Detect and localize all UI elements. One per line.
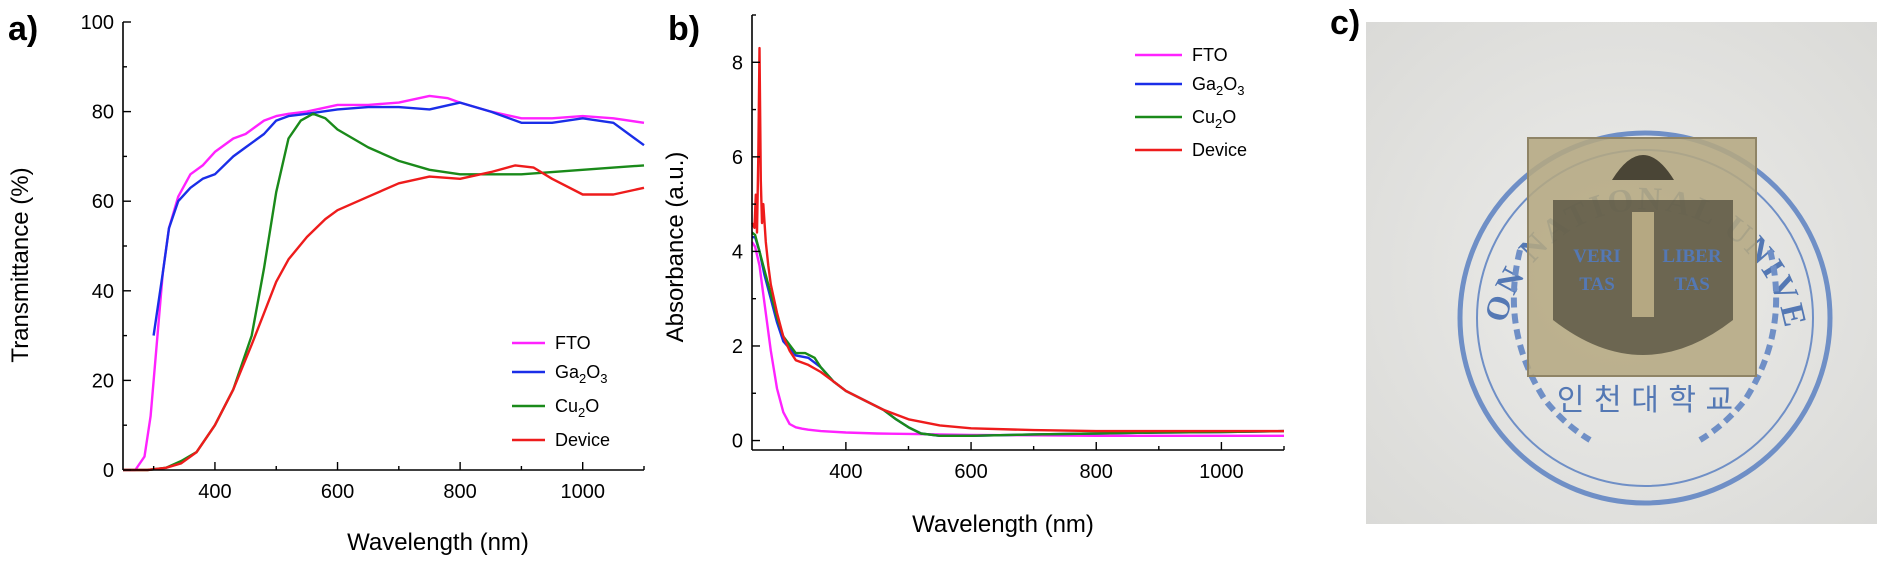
- chartA-ytick-label-40: 40: [92, 281, 114, 303]
- chartA-xtick-label-600: 600: [321, 481, 354, 503]
- chartB-ytick-label-2: 2: [732, 336, 743, 358]
- chartA-xtick-label-1000: 1000: [560, 481, 605, 503]
- legend-b-device-label: Device: [1192, 140, 1247, 160]
- chart-a-series: [123, 94, 645, 472]
- seal-torch: [1632, 212, 1654, 317]
- chartA-line-ga2o3: [152, 101, 645, 336]
- legend-b-ga2o3-label: Ga2O3: [1192, 74, 1245, 98]
- chartB-xtick-label-1000: 1000: [1199, 461, 1244, 483]
- chart-a-transmittance: 400 600 800 1000 0 20 40 60 80 100 Wavelength (nm…: [7, 12, 645, 556]
- seal-motto-3: TAS: [1579, 274, 1615, 295]
- chartA-xtick-label-800: 800: [443, 481, 476, 503]
- chartA-ytick-label-60: 60: [92, 191, 114, 213]
- chartA-ytick-label-100: 100: [81, 12, 114, 34]
- chart-a-ylabel: Transmittance (%): [7, 167, 34, 362]
- chart-b-series: [750, 46, 1285, 437]
- chartB-ytick-label-4: 4: [732, 241, 743, 263]
- device-photo: INCHEON NATIONAL UNIVERSITY VERI LIBER T…: [0, 0, 1877, 524]
- seal-motto-1: VERI: [1573, 246, 1621, 267]
- chart-a-xlabel: Wavelength (nm): [347, 529, 529, 556]
- chartA-ytick-label-0: 0: [103, 460, 114, 482]
- seal-laurel-left: [1510, 249, 1592, 443]
- chartA-line-fto: [123, 94, 645, 472]
- seal-bottom-text: 인 천 대 학 교: [1557, 383, 1733, 418]
- chart-b-xlabel: Wavelength (nm): [912, 511, 1094, 538]
- chart-a-ticks: 400 600 800 1000 0 20 40 60 80 100: [81, 12, 645, 503]
- seal-laurel-right: [1698, 249, 1780, 443]
- chartB-xtick-label-600: 600: [954, 461, 987, 483]
- panel-label-b: b): [668, 10, 700, 48]
- chartB-xtick-label-800: 800: [1080, 461, 1113, 483]
- legend-a-ga2o3-label: Ga2O3: [555, 362, 608, 386]
- chartA-xtick-label-400: 400: [198, 481, 231, 503]
- chartA-line-device: [123, 164, 645, 472]
- seal-flame: [1612, 155, 1674, 180]
- panel-label-c: c): [1330, 4, 1360, 42]
- chart-b-ticks: 400 600 800 1000 0 2 4 6 8: [732, 14, 1285, 483]
- legend-a-cu2o-label: Cu2O: [555, 396, 599, 420]
- chart-b-ylabel: Absorbance (a.u.): [662, 152, 689, 343]
- chartB-line-ga2o3: [752, 235, 1285, 437]
- chart-b-absorbance: 400 600 800 1000 0 2 4 6 8 Wavelength (nm) Absor…: [662, 14, 1285, 538]
- legend-b-fto-label: FTO: [1192, 45, 1228, 65]
- seal-outer-ring: [1457, 130, 1833, 506]
- chartB-line-fto: [750, 241, 1284, 437]
- chartB-ytick-label-6: 6: [732, 147, 743, 169]
- legend-b-cu2o-label: Cu2O: [1192, 107, 1236, 131]
- panel-label-a: a): [8, 10, 38, 48]
- chartA-ytick-label-20: 20: [92, 370, 114, 392]
- chartB-xtick-label-400: 400: [829, 461, 862, 483]
- chartB-ytick-label-8: 8: [732, 52, 743, 74]
- chart-b-legend: FTO Ga2O3 Cu2O Device: [1135, 45, 1247, 160]
- chart-a-legend: FTO Ga2O3 Cu2O Device: [512, 333, 610, 450]
- chartA-ytick-label-80: 80: [92, 102, 114, 124]
- legend-a-device-label: Device: [555, 430, 610, 450]
- chartB-ytick-label-0: 0: [732, 431, 743, 453]
- seal-motto-4: TAS: [1674, 274, 1710, 295]
- chart-b-axes: [751, 15, 1284, 451]
- legend-a-fto-label: FTO: [555, 333, 591, 353]
- chartB-line-device: [750, 46, 1284, 433]
- chartB-line-cu2o: [751, 231, 1285, 437]
- seal-motto-2: LIBER: [1662, 246, 1721, 267]
